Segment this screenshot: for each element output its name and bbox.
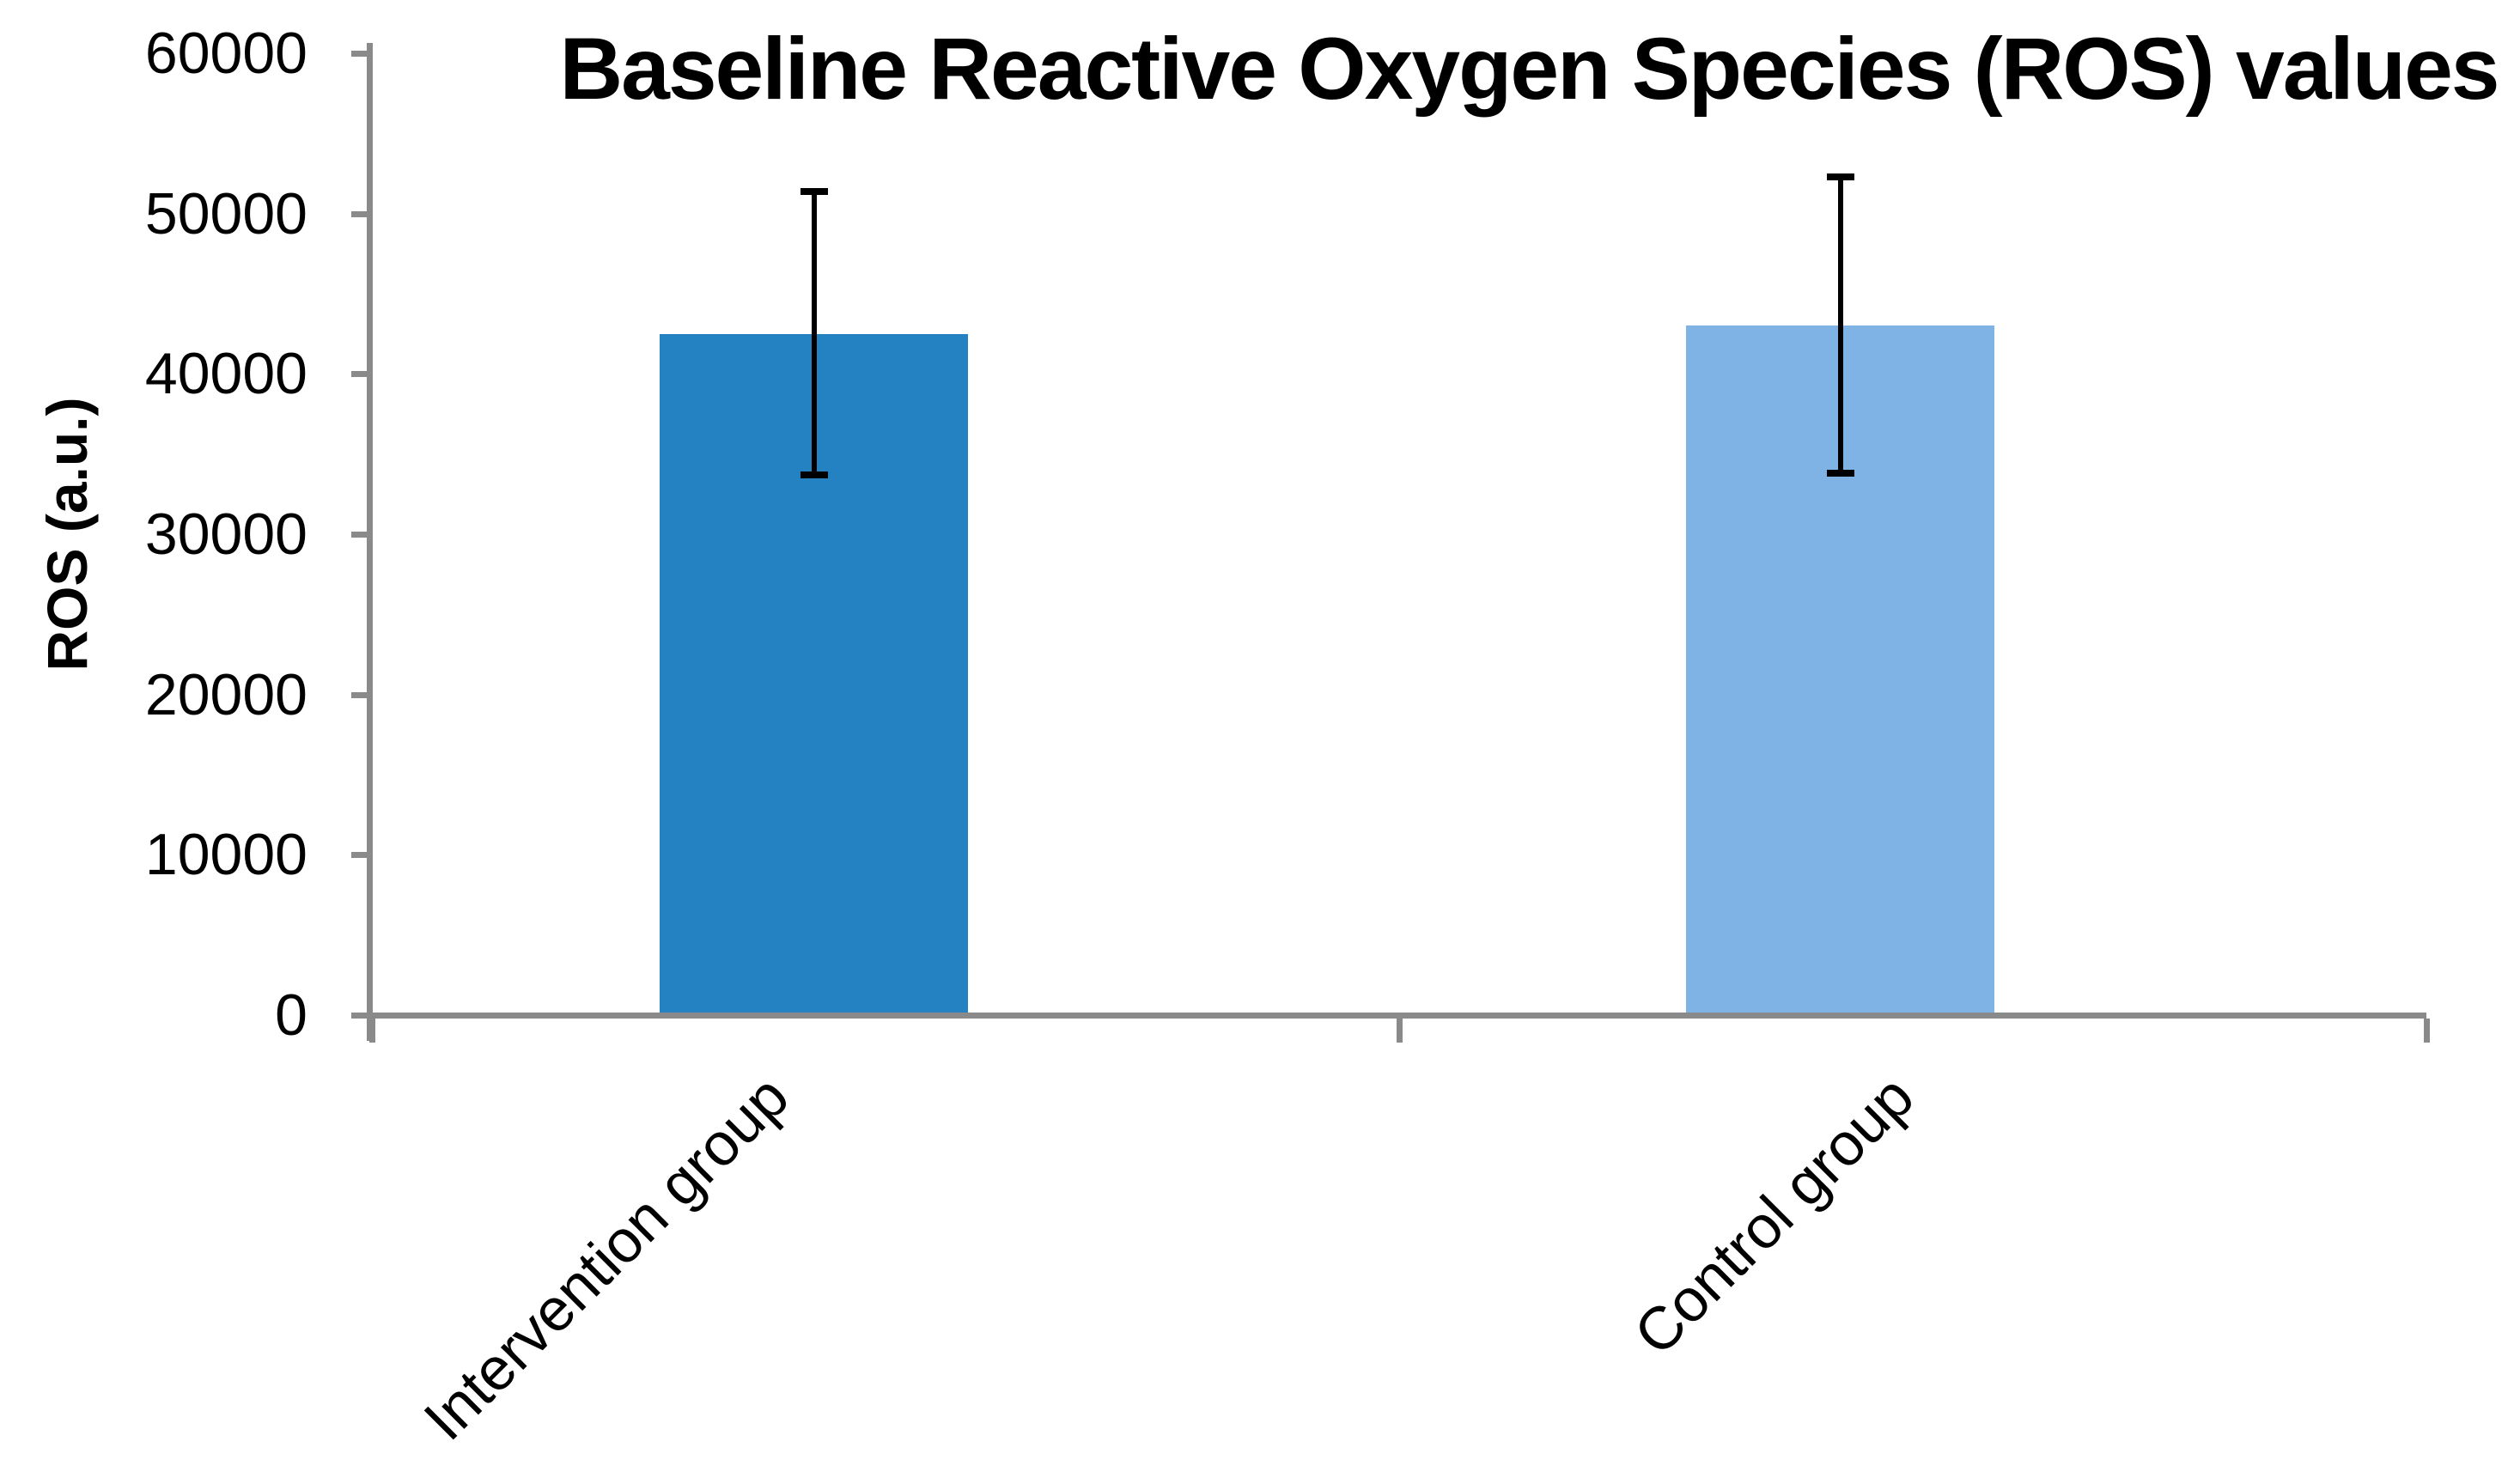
- y-tick-label: 0: [275, 982, 307, 1048]
- y-tick-label: 20000: [144, 661, 307, 727]
- y-tick-mark: [351, 852, 372, 859]
- y-tick-label: 40000: [144, 341, 307, 407]
- error-bar-cap: [1826, 173, 1854, 180]
- error-bar-cap: [800, 471, 828, 478]
- y-tick-mark: [351, 1013, 372, 1019]
- error-bar-cap: [1826, 469, 1854, 477]
- y-tick-label: 10000: [144, 822, 307, 888]
- y-tick-mark: [351, 371, 372, 378]
- y-tick-label: 30000: [144, 502, 307, 567]
- y-tick-label: 60000: [144, 21, 307, 86]
- y-tick-mark: [351, 210, 372, 217]
- y-tick-label: 50000: [144, 180, 307, 246]
- y-axis-line: [367, 43, 373, 1041]
- x-tick-mark: [369, 1019, 375, 1043]
- category-label: Intervention group: [411, 1062, 801, 1453]
- chart-title: Baseline Reactive Oxygen Species (ROS) v…: [559, 20, 2499, 118]
- x-axis-line: [372, 1013, 2426, 1019]
- x-tick-mark: [1397, 1019, 1403, 1043]
- category-label: Control group: [1621, 1062, 1927, 1368]
- y-tick-mark: [351, 691, 372, 698]
- error-bar-line: [1837, 173, 1843, 477]
- error-bar-line: [811, 187, 817, 478]
- x-tick-mark: [2424, 1019, 2430, 1043]
- y-tick-mark: [351, 532, 372, 538]
- y-tick-mark: [351, 51, 372, 57]
- error-bar-cap: [800, 187, 828, 195]
